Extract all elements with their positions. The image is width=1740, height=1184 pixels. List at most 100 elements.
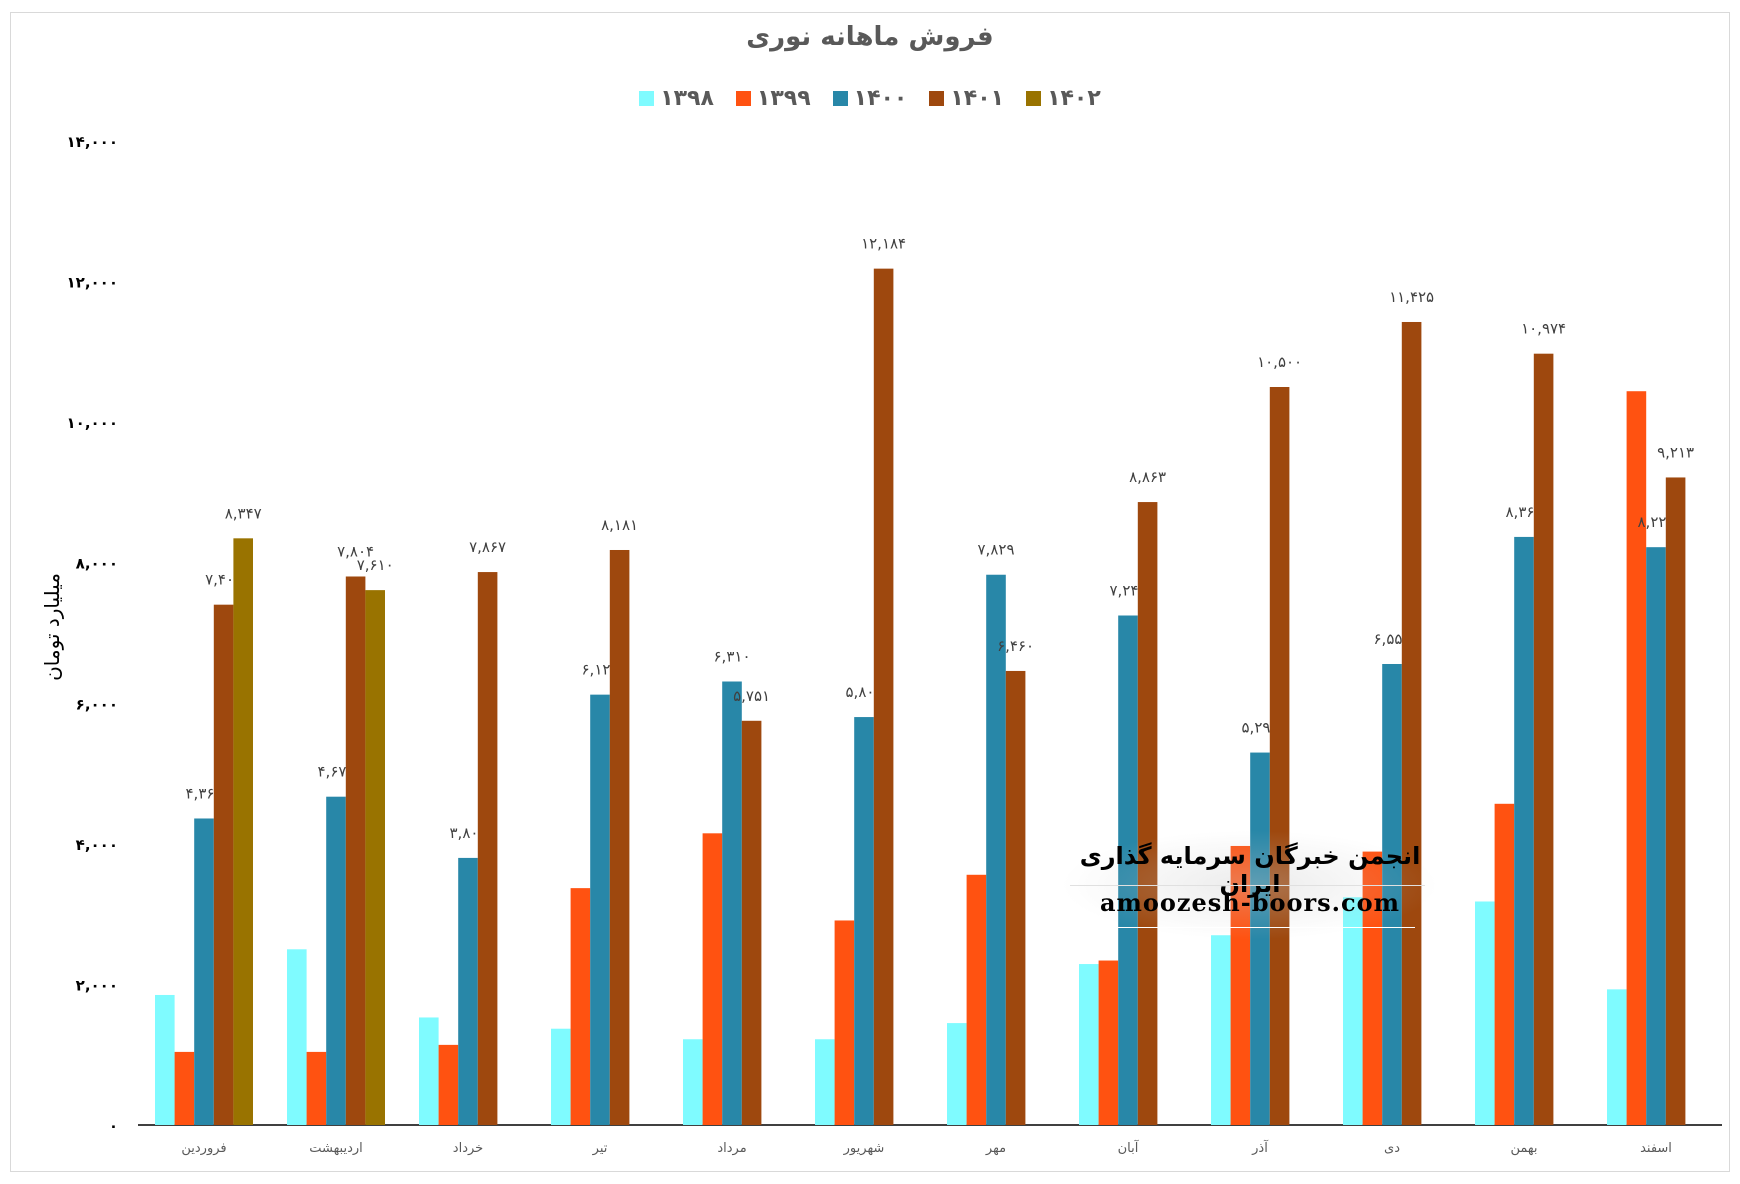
bar bbox=[345, 576, 366, 1125]
bar bbox=[1005, 670, 1026, 1125]
bar bbox=[287, 949, 307, 1125]
legend-item: ۱۴۰۱ bbox=[929, 86, 1004, 111]
data-label: ۵,۷۵۱ bbox=[733, 687, 770, 705]
y-tick-label: ۶,۰۰۰ bbox=[76, 695, 118, 713]
bar bbox=[365, 590, 385, 1125]
data-label: ۱۱,۴۲۵ bbox=[1389, 288, 1434, 306]
bar bbox=[194, 818, 214, 1125]
data-label: ۵,۲۹۹ bbox=[1242, 719, 1279, 737]
data-label: ۸,۱۸۱ bbox=[601, 516, 638, 534]
legend-swatch bbox=[929, 91, 945, 106]
data-label: ۶,۵۵۹ bbox=[1374, 630, 1411, 648]
bar bbox=[702, 833, 723, 1125]
data-label: ۶,۱۲۳ bbox=[582, 661, 619, 679]
bar bbox=[477, 572, 498, 1125]
x-tick-label: خرداد bbox=[453, 1141, 483, 1156]
bar bbox=[590, 694, 610, 1125]
bar bbox=[1514, 536, 1534, 1125]
y-tick-label: ۰ bbox=[109, 1117, 118, 1135]
data-label: ۷,۸۲۹ bbox=[978, 541, 1015, 559]
bar bbox=[155, 994, 175, 1125]
data-label: ۷,۶۱۰ bbox=[357, 556, 394, 574]
x-tick-label: مرداد bbox=[717, 1141, 746, 1156]
legend-item: ۱۳۹۸ bbox=[639, 86, 714, 111]
bar bbox=[1230, 845, 1251, 1125]
bar bbox=[570, 888, 591, 1125]
bar bbox=[966, 874, 987, 1125]
bar bbox=[1211, 935, 1231, 1125]
x-tick-label: اردیبهشت bbox=[309, 1141, 363, 1156]
bar bbox=[551, 1028, 571, 1125]
x-tick-label: دی bbox=[1384, 1141, 1400, 1156]
data-label: ۱۰,۹۷۴ bbox=[1521, 320, 1566, 338]
legend-swatch bbox=[735, 91, 751, 106]
bar bbox=[1533, 353, 1554, 1125]
data-label: ۷,۸۰۴ bbox=[337, 542, 374, 560]
watermark-url: amoozesh-boors.com bbox=[1099, 888, 1401, 917]
watermark-divider bbox=[1070, 885, 1425, 886]
bar bbox=[174, 1051, 195, 1125]
watermark-title: انجمن خبرگان سرمایه گذاری ایران bbox=[1079, 842, 1421, 898]
bar bbox=[419, 1017, 439, 1125]
y-tick-label: ۲,۰۰۰ bbox=[76, 976, 118, 994]
legend-label: ۱۳۹۹ bbox=[756, 86, 811, 111]
legend-label: ۱۳۹۸ bbox=[660, 86, 714, 111]
bar bbox=[1137, 502, 1158, 1125]
bar bbox=[1646, 547, 1666, 1125]
bar bbox=[326, 796, 346, 1125]
bar bbox=[834, 920, 855, 1125]
bar bbox=[1401, 321, 1422, 1125]
legend-swatch bbox=[639, 91, 655, 106]
bar bbox=[1665, 477, 1686, 1125]
bar bbox=[1079, 964, 1099, 1125]
data-label: ۷,۴۰۳ bbox=[205, 571, 242, 589]
bar bbox=[683, 1039, 703, 1125]
x-tick-label: بهمن bbox=[1510, 1141, 1537, 1156]
legend-label: ۱۴۰۰ bbox=[853, 86, 908, 111]
bar bbox=[1607, 989, 1627, 1125]
x-tick-label: شهریور bbox=[843, 1141, 885, 1156]
x-tick-label: فروردین bbox=[181, 1141, 226, 1156]
bar bbox=[458, 857, 478, 1125]
data-label: ۸,۸۶۳ bbox=[1129, 468, 1166, 486]
data-label: ۴,۳۶۱ bbox=[186, 784, 223, 802]
y-tick-label: ۸,۰۰۰ bbox=[76, 555, 118, 573]
bar bbox=[986, 574, 1006, 1125]
bar bbox=[1343, 897, 1363, 1125]
bar bbox=[873, 268, 894, 1125]
data-label: ۸,۳۶۷ bbox=[1506, 503, 1543, 521]
data-label: ۴,۶۷۱ bbox=[318, 763, 355, 781]
y-tick-label: ۱۴,۰۰۰ bbox=[67, 133, 118, 151]
bar bbox=[213, 604, 234, 1125]
x-tick-label: آبان bbox=[1118, 1139, 1140, 1156]
bar bbox=[1626, 391, 1647, 1125]
bar bbox=[438, 1044, 459, 1125]
bar bbox=[1362, 851, 1383, 1125]
bar bbox=[741, 720, 762, 1125]
data-label: ۷,۲۴۹ bbox=[1110, 581, 1147, 599]
legend: ۱۳۹۸ ۱۳۹۹ ۱۴۰۰ ۱۴۰۱ ۱۴۰۲ bbox=[0, 86, 1740, 111]
bar bbox=[1475, 901, 1495, 1125]
x-tick-label: تیر bbox=[592, 1141, 608, 1156]
data-label: ۹,۲۱۳ bbox=[1657, 443, 1694, 461]
bar bbox=[722, 681, 742, 1125]
legend-item: ۱۳۹۹ bbox=[735, 86, 811, 111]
legend-swatch bbox=[1026, 91, 1042, 106]
data-label: ۱۰,۵۰۰ bbox=[1257, 353, 1302, 371]
y-tick-label: ۴,۰۰۰ bbox=[76, 836, 118, 854]
x-tick-label: اسفند bbox=[1640, 1141, 1672, 1156]
data-label: ۳,۸۰۰ bbox=[450, 824, 487, 842]
bar bbox=[1382, 663, 1402, 1125]
legend-label: ۱۴۰۲ bbox=[1047, 86, 1101, 111]
data-label: ۷,۸۶۷ bbox=[469, 538, 506, 556]
x-tick-label: آذر bbox=[1251, 1139, 1269, 1156]
watermark-divider bbox=[1110, 927, 1415, 928]
bar bbox=[1250, 752, 1270, 1125]
bar bbox=[1098, 960, 1119, 1125]
data-label: ۶,۴۶۰ bbox=[997, 637, 1034, 655]
legend-item: ۱۴۰۲ bbox=[1026, 86, 1101, 111]
x-tick-label: مهر bbox=[985, 1141, 1006, 1156]
data-label: ۸,۲۲۱ bbox=[1638, 513, 1675, 531]
chart-frame bbox=[10, 12, 1730, 1172]
data-label: ۱۲,۱۸۴ bbox=[861, 235, 906, 253]
